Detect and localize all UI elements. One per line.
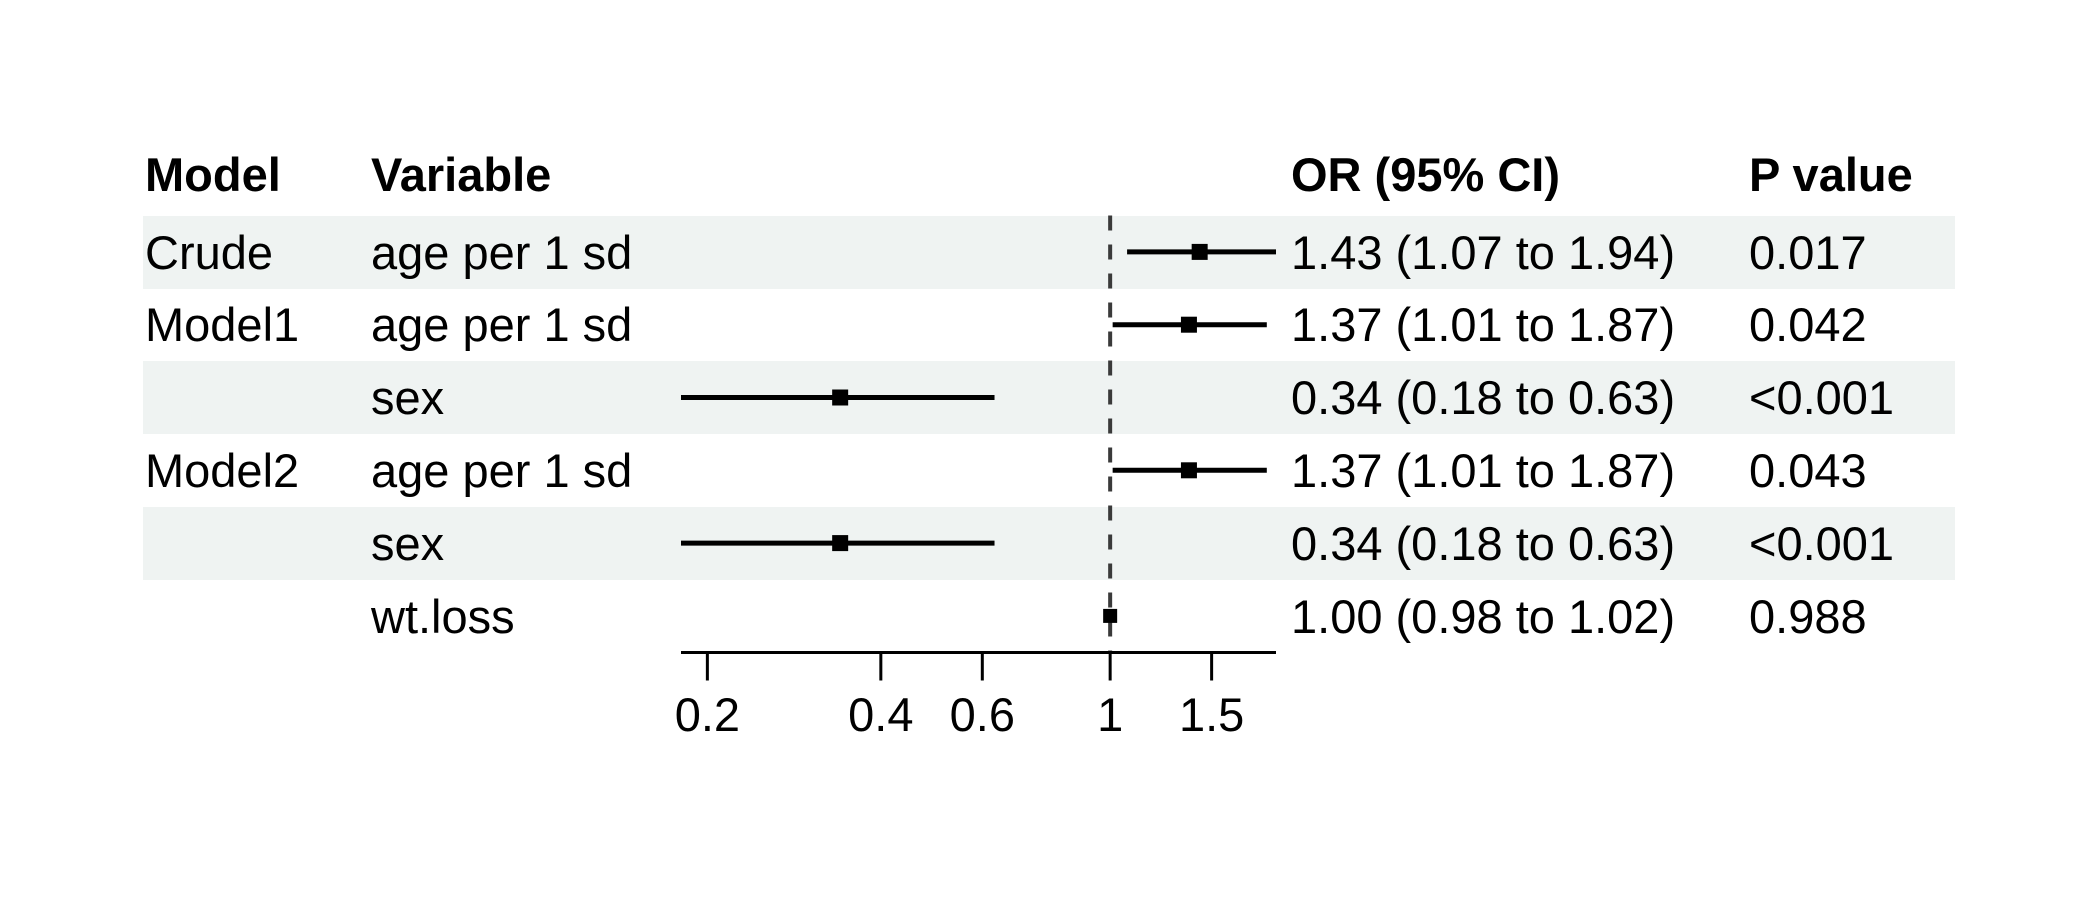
table-row: Crude age per 1 sd 1.43 (1.07 to 1.94) 0.01… bbox=[143, 215, 1955, 289]
column-header-or: OR (95% CI) bbox=[1291, 148, 1560, 201]
row-or-ci-value: 1.37 (1.01 to 1.87) bbox=[1291, 298, 1676, 352]
row-variable-label: sex bbox=[371, 371, 445, 425]
row-variable-label: age per 1 sd bbox=[371, 225, 633, 279]
row-p-value: <0.001 bbox=[1749, 516, 1895, 570]
row-or-ci-value: 1.37 (1.01 to 1.87) bbox=[1291, 443, 1676, 497]
table-row: Model2 age per 1 sd 1.37 (1.01 to 1.87) 0.0… bbox=[143, 434, 1955, 507]
row-model-label: Crude bbox=[145, 225, 274, 279]
row-variable-label: age per 1 sd bbox=[371, 443, 633, 497]
column-header-variable: Variable bbox=[371, 148, 552, 201]
table-row: wt.loss 1.00 (0.98 to 1.02) 0.988 bbox=[143, 580, 1955, 653]
table-row: sex 0.34 (0.18 to 0.63) <0.001 bbox=[143, 506, 1955, 580]
row-variable-label: age per 1 sd bbox=[371, 298, 633, 352]
row-model-label: Model1 bbox=[145, 298, 300, 352]
row-p-value: <0.001 bbox=[1749, 371, 1895, 425]
row-p-value: 0.042 bbox=[1749, 298, 1867, 352]
row-p-value: 0.043 bbox=[1749, 443, 1867, 497]
column-header-model: Model bbox=[145, 148, 281, 201]
table-header-row: Model Variable OR (95% CI) P value bbox=[143, 144, 1955, 206]
row-variable-label: wt.loss bbox=[371, 589, 515, 643]
row-or-ci-value: 1.00 (0.98 to 1.02) bbox=[1291, 589, 1676, 643]
row-model-label: Model2 bbox=[145, 443, 300, 497]
table-row: sex 0.34 (0.18 to 0.63) <0.001 bbox=[143, 361, 1955, 435]
column-header-pvalue: P value bbox=[1749, 148, 1913, 201]
row-p-value: 0.988 bbox=[1749, 589, 1867, 643]
row-variable-label: sex bbox=[371, 516, 445, 570]
row-or-ci-value: 0.34 (0.18 to 0.63) bbox=[1291, 516, 1676, 570]
row-p-value: 0.017 bbox=[1749, 225, 1867, 279]
table-row: Model1 age per 1 sd 1.37 (1.01 to 1.87) 0.0… bbox=[143, 288, 1955, 361]
row-or-ci-value: 1.43 (1.07 to 1.94) bbox=[1291, 225, 1676, 279]
row-or-ci-value: 0.34 (0.18 to 0.63) bbox=[1291, 371, 1676, 425]
